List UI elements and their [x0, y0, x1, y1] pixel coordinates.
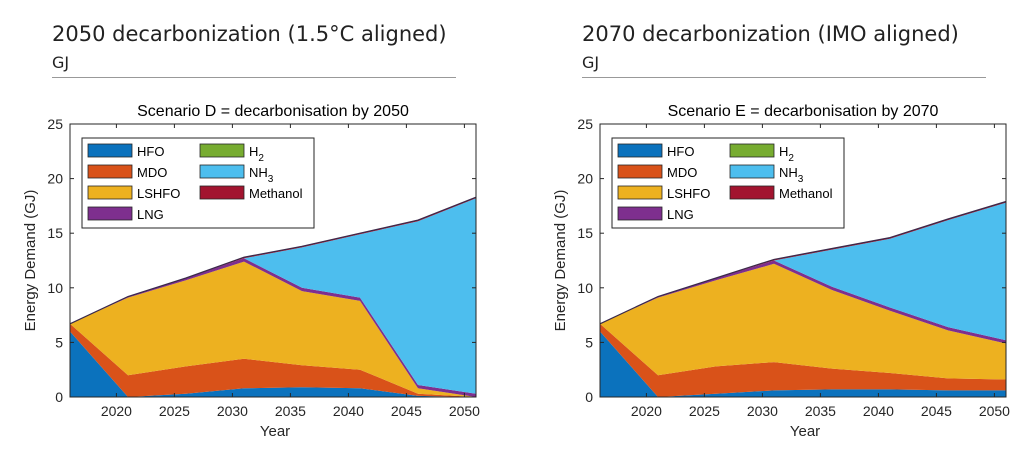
y-tick-label: 20: [577, 171, 593, 187]
panel-unit: GJ: [52, 53, 70, 72]
y-tick-label: 0: [585, 389, 593, 405]
chart-title: Scenario E = decarbonisation by 2070: [668, 103, 939, 120]
legend-label-methanol: Methanol: [779, 186, 833, 201]
chart-title: Scenario D = decarbonisation by 2050: [137, 103, 409, 120]
divider: [582, 77, 986, 78]
y-tick-label: 15: [47, 225, 63, 241]
y-tick-label: 20: [47, 171, 63, 187]
x-tick-label: 2040: [863, 403, 894, 419]
area-hfo: [70, 331, 476, 397]
x-tick-label: 2030: [217, 403, 248, 419]
x-tick-label: 2020: [101, 403, 132, 419]
legend-swatch-lng: [617, 206, 663, 221]
legend-subscript: 2: [258, 153, 264, 164]
legend-label-mdo: MDO: [137, 165, 167, 180]
panel-unit: GJ: [582, 53, 600, 72]
legend-swatch-nh3: [199, 164, 245, 179]
x-tick-label: 2035: [275, 403, 306, 419]
legend-subscript: 3: [268, 174, 274, 185]
y-tick-label: 10: [577, 280, 593, 296]
y-tick-label: 0: [55, 389, 63, 405]
area-lshfo: [600, 263, 1006, 380]
legend-label-lshfo: LSHFO: [667, 186, 710, 201]
legend-swatch-lshfo: [617, 185, 663, 200]
area-nh3: [600, 202, 1006, 341]
y-axis-label: Energy Demand (GJ): [552, 190, 569, 332]
legend-swatch-hfo: [617, 143, 663, 158]
y-tick-label: 25: [577, 116, 593, 132]
x-axis-label: Year: [790, 423, 820, 440]
legend-label-hfo: HFO: [137, 144, 164, 159]
area-chart-scenario-e: 2020 2025 2030 2035 2040 2045 20500510152025Sc…: [552, 103, 1010, 440]
stack-top-line: [69, 196, 477, 325]
area-chart-scenario-d: 2020 2025 2030 2035 2040 2045 20500510152025Sc…: [22, 103, 480, 440]
legend-swatch-hfo: [87, 143, 133, 158]
y-axis-label: Energy Demand (GJ): [22, 190, 39, 332]
area-lshfo: [70, 261, 476, 397]
legend-subscript: 3: [798, 174, 804, 185]
panel-title: 2050 decarbonization (1.5°C aligned): [52, 22, 447, 46]
x-tick-label: 2025: [689, 403, 720, 419]
legend-swatch-nh3: [729, 164, 775, 179]
y-tick-label: 15: [577, 225, 593, 241]
y-tick-label: 10: [47, 280, 63, 296]
legend-swatch-methanol: [199, 185, 245, 200]
divider: [52, 77, 456, 78]
legend-swatch-mdo: [87, 164, 133, 179]
legend-swatch-lshfo: [87, 185, 133, 200]
legend-swatch-h2: [199, 143, 245, 158]
legend-swatch-lng: [87, 206, 133, 221]
panel-scenario-e: 2070 decarbonization (IMO aligned) GJ 20…: [530, 0, 1020, 455]
legend-subscript: 2: [788, 153, 794, 164]
y-tick-label: 5: [585, 334, 593, 350]
panel-scenario-d: 2050 decarbonization (1.5°C aligned) GJ …: [0, 0, 500, 455]
x-tick-label: 2035: [805, 403, 836, 419]
x-tick-label: 2045: [391, 403, 422, 419]
x-tick-label: 2050: [979, 403, 1010, 419]
area-mdo: [600, 323, 1006, 397]
legend-swatch-h2: [729, 143, 775, 158]
x-tick-label: 2040: [333, 403, 364, 419]
legend-label-lshfo: LSHFO: [137, 186, 180, 201]
area-hfo: [600, 331, 1006, 397]
x-tick-label: 2020: [631, 403, 662, 419]
y-tick-label: 5: [55, 334, 63, 350]
x-tick-label: 2045: [921, 403, 952, 419]
legend-label-hfo: HFO: [667, 144, 694, 159]
legend-label-mdo: MDO: [667, 165, 697, 180]
x-tick-label: 2025: [159, 403, 190, 419]
x-axis-label: Year: [260, 423, 290, 440]
axes-frame: [69, 123, 477, 398]
legend-label-methanol: Methanol: [249, 186, 303, 201]
legend-label-lng: LNG: [137, 207, 164, 222]
legend-label-lng: LNG: [667, 207, 694, 222]
panel-title: 2070 decarbonization (IMO aligned): [582, 22, 959, 46]
axes-frame: [599, 123, 1007, 398]
x-tick-label: 2050: [449, 403, 480, 419]
legend-swatch-mdo: [617, 164, 663, 179]
stack-top-line: [599, 200, 1007, 325]
legend-swatch-methanol: [729, 185, 775, 200]
area-nh3: [70, 198, 476, 394]
x-tick-label: 2030: [747, 403, 778, 419]
y-tick-label: 25: [47, 116, 63, 132]
area-mdo: [70, 323, 476, 397]
